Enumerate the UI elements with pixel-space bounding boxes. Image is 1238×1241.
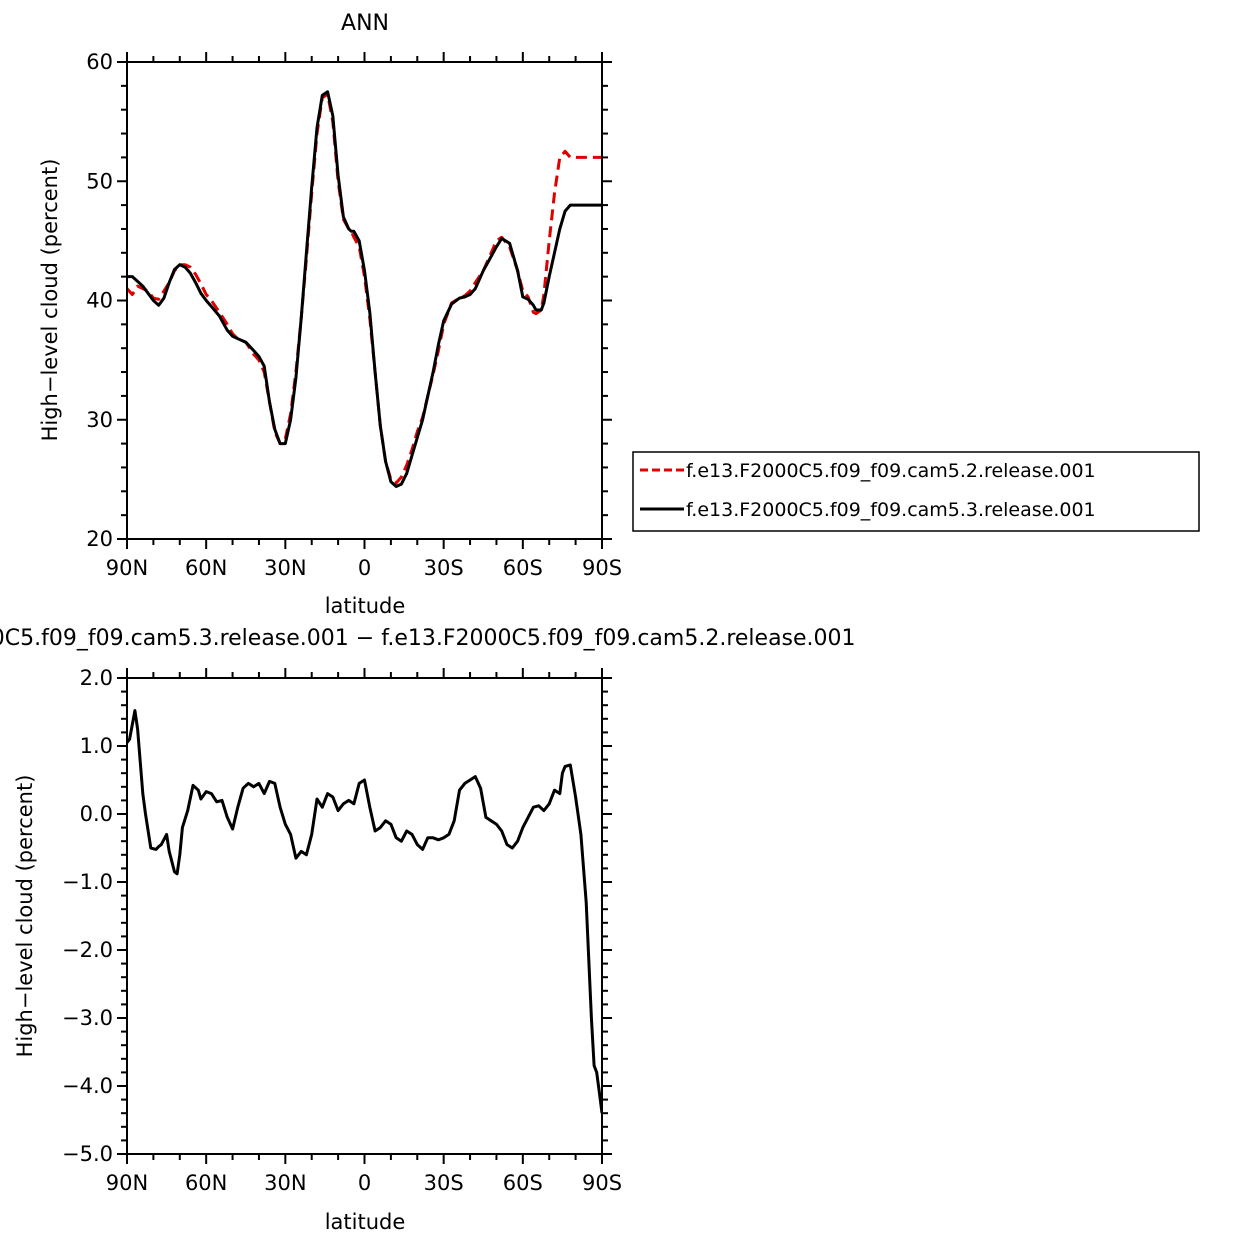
y-tick-label: −3.0 (62, 1006, 113, 1030)
x-tick-label: 30S (424, 556, 464, 580)
bottom-plot-frame (126, 677, 603, 1155)
x-tick-label: 90N (106, 1171, 148, 1195)
series-line-0-0 (127, 92, 602, 485)
top-panel-title: ANN (341, 11, 389, 36)
y-tick-label: 0.0 (80, 802, 113, 826)
x-tick-label: 60S (503, 556, 543, 580)
x-tick-label: 30N (264, 1171, 306, 1195)
x-tick-label: 60N (185, 1171, 227, 1195)
y-tick-label: 20 (86, 527, 113, 551)
top-x-axis-label: latitude (325, 594, 406, 618)
bottom-panel-title: f.e13.F2000C5.f09_f09.cam5.3.release.001… (0, 626, 856, 651)
series-line-1-0 (127, 709, 602, 1114)
y-tick-label: −5.0 (62, 1142, 113, 1166)
series-line-0-1 (127, 90, 602, 488)
y-tick-label: 60 (86, 50, 113, 74)
legend-box (632, 451, 1200, 532)
x-tick-label: 90S (582, 1171, 622, 1195)
x-tick-label: 0 (358, 1171, 371, 1195)
top-panel: ANN 90N 60N 30N 0 30S 60S 90S 20 30 40 50 60 latitu… (38, 11, 622, 618)
y-tick-label: 50 (86, 169, 113, 193)
x-tick-label: 90S (582, 556, 622, 580)
x-tick-label: 30S (424, 1171, 464, 1195)
y-tick-label: 1.0 (80, 734, 113, 758)
legend-entry-0: f.e13.F2000C5.f09_f09.cam5.2.release.001 (686, 460, 1096, 482)
bottom-x-axis-label: latitude (325, 1210, 406, 1234)
top-y-axis-label: High−level cloud (percent) (38, 159, 62, 442)
y-tick-label: 40 (86, 289, 113, 313)
top-plot-area: 90N 60N 30N 0 30S 60S 90S 20 30 40 50 60 (86, 50, 622, 580)
y-tick-label: −4.0 (62, 1074, 113, 1098)
top-plot-frame (126, 61, 603, 540)
y-tick-label: −2.0 (62, 938, 113, 962)
bottom-panel: f.e13.F2000C5.f09_f09.cam5.3.release.001… (0, 626, 856, 1234)
x-tick-label: 0 (358, 556, 371, 580)
x-tick-label: 30N (264, 556, 306, 580)
y-tick-label: −1.0 (62, 870, 113, 894)
bottom-y-axis-label: High−level cloud (percent) (13, 775, 37, 1058)
y-tick-label: 2.0 (80, 666, 113, 690)
x-tick-label: 90N (106, 556, 148, 580)
legend: f.e13.F2000C5.f09_f09.cam5.2.release.001… (632, 451, 1200, 532)
x-tick-label: 60S (503, 1171, 543, 1195)
y-tick-label: 30 (86, 408, 113, 432)
legend-entry-1: f.e13.F2000C5.f09_f09.cam5.3.release.001 (686, 499, 1096, 521)
x-tick-label: 60N (185, 556, 227, 580)
bottom-plot-area: 90N 60N 30N 0 30S 60S 90S 2.0 1.0 0.0 −1.0 −2.0 −3.0… (62, 666, 622, 1195)
